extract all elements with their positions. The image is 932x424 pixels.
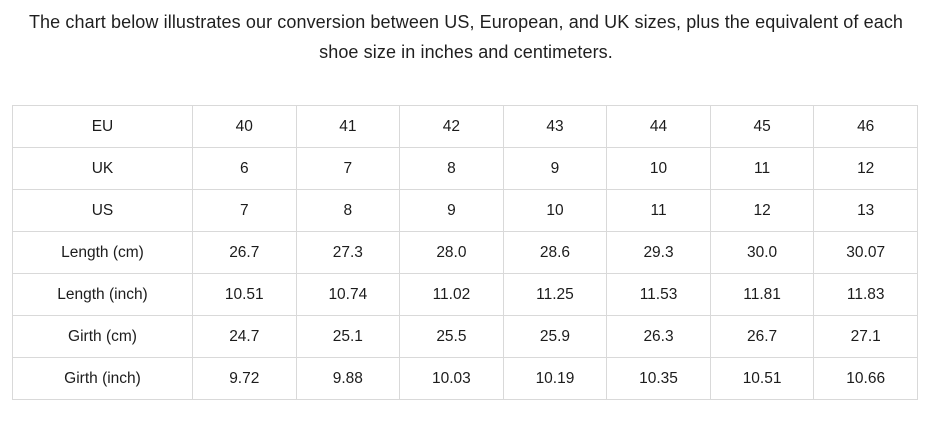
value-cell: 45: [709, 105, 815, 148]
value-cell: 10.66: [813, 357, 918, 400]
value-cell: 43: [502, 105, 608, 148]
value-cell: 9: [502, 147, 608, 190]
value-cell: 9.88: [295, 357, 401, 400]
row-label: UK: [12, 147, 193, 190]
value-cell: 27.3: [295, 231, 401, 274]
value-cell: 12: [709, 189, 815, 232]
value-cell: 11.81: [709, 273, 815, 316]
value-cell: 28.6: [502, 231, 608, 274]
row-label: Length (inch): [12, 273, 193, 316]
value-cell: 26.3: [606, 315, 711, 358]
value-cell: 11.83: [813, 273, 918, 316]
table-row: EU 40 41 42 43 44 45 46: [12, 105, 918, 148]
value-cell: 8: [399, 147, 504, 190]
table-row: UK 6 7 8 9 10 11 12: [12, 147, 918, 190]
page-title: The chart below illustrates our conversi…: [28, 12, 904, 62]
value-cell: 10.74: [295, 273, 401, 316]
value-cell: 26.7: [709, 315, 815, 358]
value-cell: 30.0: [709, 231, 815, 274]
value-cell: 13: [813, 189, 918, 232]
value-cell: 11.25: [502, 273, 608, 316]
table-row: US 7 8 9 10 11 12 13: [12, 189, 918, 232]
size-table-body: EU 40 41 42 43 44 45 46 UK 6 7 8 9 10 11 12 US 7 8 9 10 11 12 1…: [12, 105, 918, 400]
value-cell: 10: [606, 147, 711, 190]
row-label: Girth (inch): [12, 357, 193, 400]
value-cell: 6: [192, 147, 297, 190]
value-cell: 12: [813, 147, 918, 190]
value-cell: 7: [295, 147, 401, 190]
value-cell: 44: [606, 105, 711, 148]
value-cell: 11.53: [606, 273, 711, 316]
value-cell: 27.1: [813, 315, 918, 358]
table-row: Length (cm) 26.7 27.3 28.0 28.6 29.3 30.0 30.07: [12, 231, 918, 274]
value-cell: 42: [399, 105, 504, 148]
value-cell: 11: [606, 189, 711, 232]
value-cell: 10.51: [709, 357, 815, 400]
row-label: Length (cm): [12, 231, 193, 274]
value-cell: 30.07: [813, 231, 918, 274]
value-cell: 25.1: [295, 315, 401, 358]
value-cell: 9: [399, 189, 504, 232]
value-cell: 10.51: [192, 273, 297, 316]
size-conversion-table: EU 40 41 42 43 44 45 46 UK 6 7 8 9 10 11 12 US 7 8 9 10 11 12 1…: [12, 105, 918, 400]
value-cell: 10.35: [606, 357, 711, 400]
table-row: Girth (cm) 24.7 25.1 25.5 25.9 26.3 26.7 27.1: [12, 315, 918, 358]
value-cell: 11.02: [399, 273, 504, 316]
value-cell: 41: [295, 105, 401, 148]
value-cell: 7: [192, 189, 297, 232]
value-cell: 11: [709, 147, 815, 190]
value-cell: 9.72: [192, 357, 297, 400]
value-cell: 10.03: [399, 357, 504, 400]
value-cell: 46: [813, 105, 918, 148]
value-cell: 10: [502, 189, 608, 232]
table-row: Girth (inch) 9.72 9.88 10.03 10.19 10.35 10.51…: [12, 357, 918, 400]
value-cell: 8: [295, 189, 401, 232]
row-label: US: [12, 189, 193, 232]
row-label: Girth (cm): [12, 315, 193, 358]
value-cell: 25.5: [399, 315, 504, 358]
value-cell: 28.0: [399, 231, 504, 274]
table-row: Length (inch) 10.51 10.74 11.02 11.25 11.53 11…: [12, 273, 918, 316]
value-cell: 40: [192, 105, 297, 148]
row-label: EU: [12, 105, 193, 148]
value-cell: 29.3: [606, 231, 711, 274]
value-cell: 10.19: [502, 357, 608, 400]
value-cell: 25.9: [502, 315, 608, 358]
value-cell: 24.7: [192, 315, 297, 358]
value-cell: 26.7: [192, 231, 297, 274]
